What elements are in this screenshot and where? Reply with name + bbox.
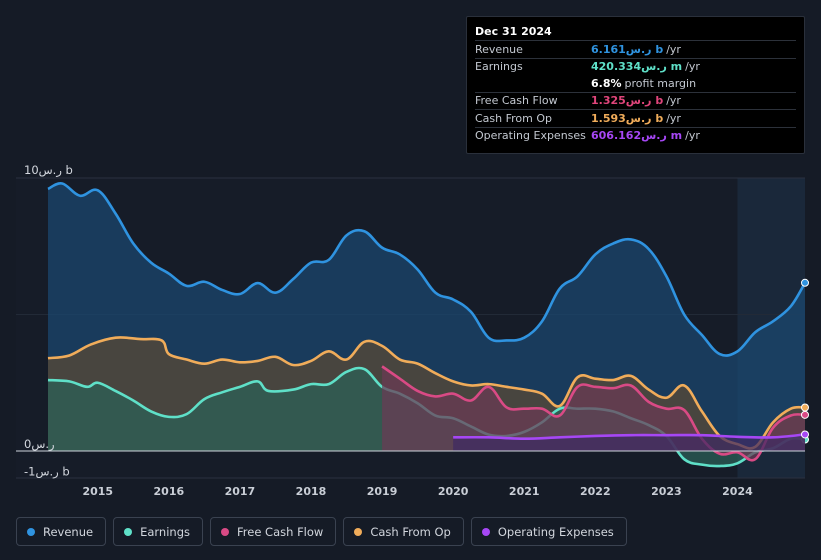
tooltip-value: 6.161ر.س b	[591, 42, 664, 56]
tooltip-label: Operating Expenses	[475, 129, 586, 143]
y-tick-label: -1ر.س b	[24, 464, 70, 479]
tooltip-value: 6.8%	[591, 76, 622, 90]
series-endpoint-fcf	[801, 410, 809, 419]
series-line-cfo	[47, 336, 806, 450]
tooltip-unit: /yr	[685, 60, 700, 74]
tooltip-row-fcf: Free Cash Flow 1.325ر.س b /yr	[475, 91, 796, 110]
series-line-fcf	[381, 365, 806, 462]
x-tick-label: 2024	[722, 485, 753, 498]
legend-dot-icon	[221, 527, 229, 536]
tooltip-value: 1.593ر.س b	[591, 111, 664, 125]
tooltip-label: Revenue	[475, 42, 523, 56]
tooltip-row-revenue: Revenue 6.161ر.س b /yr	[475, 40, 796, 58]
legend: Revenue Earnings Free Cash Flow Cash Fro…	[16, 517, 627, 546]
tooltip-unit: /yr	[666, 42, 681, 56]
y-tick-label: 0ر.س	[24, 437, 55, 452]
x-tick-label: 2016	[154, 485, 185, 498]
y-tick-label: 10ر.س b	[24, 163, 73, 178]
x-tick-label: 2021	[509, 485, 540, 498]
tooltip-row-margin: 6.8% profit margin	[475, 75, 796, 92]
legend-dot-icon	[27, 527, 35, 536]
x-tick-label: 2017	[225, 485, 256, 498]
legend-label: Earnings	[140, 524, 190, 539]
legend-label: Operating Expenses	[497, 524, 614, 539]
tooltip-unit: /yr	[666, 111, 681, 125]
tooltip-value: 1.325ر.س b	[591, 94, 664, 108]
x-tick-label: 2015	[82, 485, 113, 498]
series-line-revenue	[47, 182, 807, 357]
legend-item-operating-expenses[interactable]: Operating Expenses	[470, 517, 627, 546]
x-tick-label: 2023	[651, 485, 682, 498]
tooltip-value: 606.162ر.س m	[591, 129, 683, 143]
legend-item-free-cash-flow[interactable]: Free Cash Flow	[210, 517, 337, 546]
legend-item-revenue[interactable]: Revenue	[16, 517, 107, 546]
tooltip-label: Cash From Op	[475, 111, 553, 125]
legend-item-cash-from-op[interactable]: Cash From Op	[343, 517, 464, 546]
x-tick-label: 2020	[438, 485, 469, 498]
tooltip-date: Dec 31 2024	[475, 25, 552, 38]
tooltip-unit: profit margin	[624, 76, 697, 90]
tooltip-row-cfo: Cash From Op 1.593ر.س b /yr	[475, 109, 796, 127]
x-tick-label: 2022	[580, 485, 611, 498]
legend-item-earnings[interactable]: Earnings	[113, 517, 203, 546]
x-tick-label: 2018	[296, 485, 327, 498]
x-tick-label: 2019	[367, 485, 398, 498]
series-line-opex	[453, 433, 806, 441]
tooltip-row-earnings: Earnings 420.334ر.س m /yr	[475, 57, 796, 76]
tooltip-label: Earnings	[475, 60, 523, 74]
series-endpoint-cfo	[801, 403, 809, 412]
series-endpoint-opex	[801, 430, 809, 439]
tooltip-row-opex: Operating Expenses 606.162ر.س m /yr	[475, 126, 796, 145]
tooltip-unit: /yr	[666, 94, 681, 108]
tooltip-unit: /yr	[685, 129, 700, 143]
legend-label: Cash From Op	[370, 524, 451, 539]
tooltip: Dec 31 2024 Revenue 6.161ر.س b /yr Earni…	[466, 16, 805, 154]
legend-dot-icon	[124, 527, 133, 536]
legend-label: Revenue	[43, 524, 94, 539]
series-endpoint-revenue	[801, 278, 809, 287]
tooltip-value: 420.334ر.س m	[591, 60, 683, 74]
legend-dot-icon	[481, 527, 490, 536]
legend-label: Free Cash Flow	[237, 524, 324, 539]
tooltip-label: Free Cash Flow	[475, 94, 558, 108]
legend-dot-icon	[354, 527, 363, 536]
chart: 10ر.س b 0ر.س -1ر.س b 2015 2016 2017 2018 2019 20…	[16, 163, 809, 498]
